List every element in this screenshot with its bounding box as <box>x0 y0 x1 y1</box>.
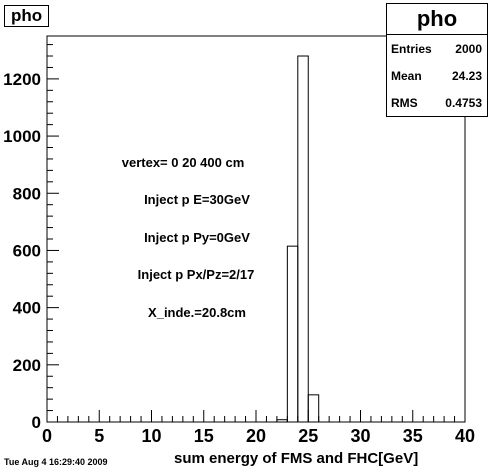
y-tick-label: 200 <box>13 356 41 375</box>
stats-row-mean: Mean 24.23 <box>387 62 487 89</box>
x-tick-label: 40 <box>455 426 475 446</box>
x-axis-label: sum energy of FMS and FHC[GeV] <box>174 450 419 467</box>
x-tick-label: 30 <box>350 426 370 446</box>
stats-row-entries: Entries 2000 <box>387 35 487 62</box>
stats-value: 24.23 <box>451 68 482 83</box>
annotation-vertex: vertex= 0 20 400 cm <box>121 155 245 170</box>
histogram-title: pho <box>4 5 50 27</box>
x-tick-label: 35 <box>403 426 423 446</box>
y-tick-label: 1200 <box>3 70 41 89</box>
y-tick-label: 1000 <box>3 127 41 146</box>
histogram-bar <box>297 55 309 423</box>
x-tick-label: 10 <box>141 426 161 446</box>
y-tick-label: 400 <box>13 299 41 318</box>
x-tick-label: 0 <box>42 426 52 446</box>
histogram-bar <box>286 245 299 423</box>
stats-label: Mean <box>391 68 422 83</box>
timestamp: Tue Aug 4 16:29:40 2009 <box>4 457 108 467</box>
annotation-energy: Inject p E=30GeV <box>144 192 250 207</box>
stats-value: 2000 <box>455 41 482 56</box>
y-tick-label: 0 <box>32 413 41 432</box>
histogram-bar <box>276 419 288 423</box>
stats-value: 0.4753 <box>445 95 482 110</box>
annotation-x-index: X_inde.=20.8cm <box>148 305 246 320</box>
stats-box: pho Entries 2000 Mean 24.23 RMS 0.4753 <box>386 3 488 117</box>
stats-label: Entries <box>391 41 432 56</box>
annotation-px-pz: Inject p Px/Pz=2/17 <box>137 267 255 282</box>
stats-name: pho <box>387 4 487 35</box>
y-tick-label: 600 <box>13 241 41 260</box>
x-tick-label: 25 <box>298 426 318 446</box>
x-tick-label: 15 <box>194 426 214 446</box>
annotation-py: Inject p Py=0GeV <box>144 230 250 245</box>
y-tick-label: 800 <box>13 184 41 203</box>
x-tick-label: 5 <box>94 426 104 446</box>
x-tick-label: 20 <box>246 426 266 446</box>
stats-row-rms: RMS 0.4753 <box>387 89 487 116</box>
stats-label: RMS <box>391 95 418 110</box>
histogram-bar <box>307 394 320 423</box>
